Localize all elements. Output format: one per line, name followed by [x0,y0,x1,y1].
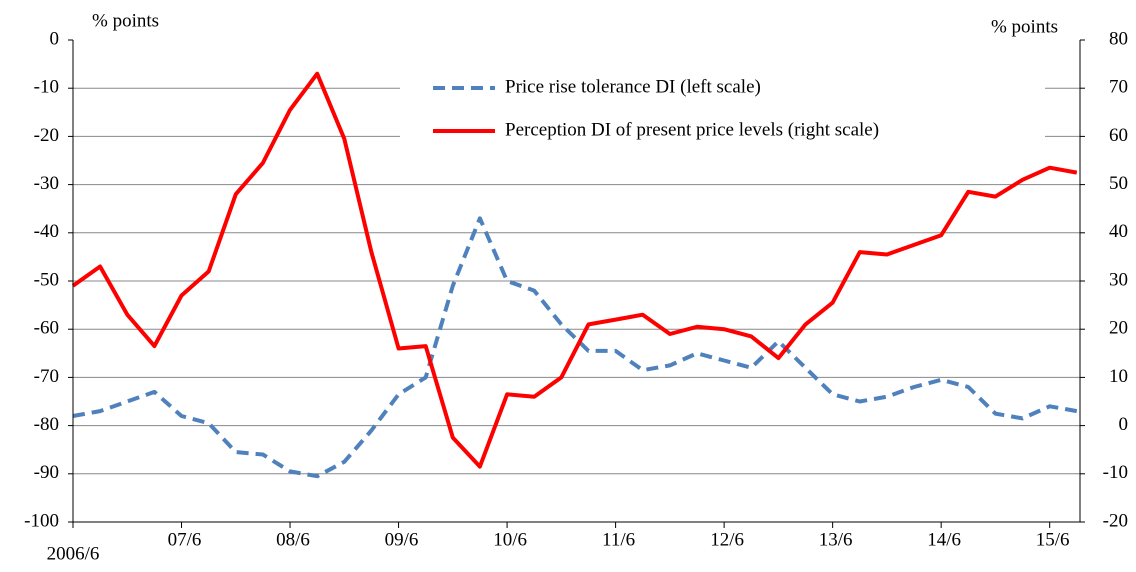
series-line [72,216,1078,479]
x-tick-label: 14/6 [927,529,961,550]
y-tick-label: -70 [34,366,59,387]
legend-label: Perception DI of present price levels (r… [505,119,879,140]
y-axis-label: % points [92,10,159,31]
foreground: 0-10-20-30-40-50-60-70-80-90-10080706050… [24,28,1128,564]
y-tick-label: -40 [34,221,59,242]
plot [71,71,1078,479]
x-tick-label: 2006/6 [47,543,100,564]
x-tick-label: 15/6 [1036,529,1070,550]
y-tick-label: -100 [24,510,59,531]
y2-axis-label: % points [991,16,1058,37]
y2-tick-label: -10 [1103,462,1128,483]
y2-tick-label: -20 [1103,510,1128,531]
x-tick-label: 11/6 [602,529,635,550]
y2-tick-label: 40 [1109,221,1128,242]
y2-tick-label: 0 [1119,414,1129,435]
y2-tick-label: 70 [1109,77,1128,98]
legend-label: Price rise tolerance DI (left scale) [505,76,761,97]
series-line [71,71,1078,469]
x-tick-label: 07/6 [168,529,202,550]
x-tick-label: 12/6 [710,529,744,550]
y2-tick-label: 80 [1109,28,1128,49]
x-tick-label: 09/6 [385,529,419,550]
grid [73,87,1080,475]
y-tick-label: -90 [34,462,59,483]
x-tick-label: 13/6 [819,529,853,550]
y-tick-label: -50 [34,269,59,290]
y-tick-label: -30 [34,173,59,194]
y2-tick-label: 50 [1109,173,1128,194]
y2-tick-label: 10 [1109,366,1128,387]
x-tick-label: 10/6 [493,529,527,550]
y2-tick-label: 60 [1109,125,1128,146]
y-tick-label: 0 [50,28,60,49]
x-tick-label: 08/6 [276,529,310,550]
y-tick-label: -60 [34,318,59,339]
y-tick-label: -20 [34,125,59,146]
y-tick-label: -10 [34,77,59,98]
y-tick-label: -80 [34,414,59,435]
y2-tick-label: 30 [1109,269,1128,290]
legend-box [400,64,1045,158]
y2-tick-label: 20 [1109,318,1128,339]
